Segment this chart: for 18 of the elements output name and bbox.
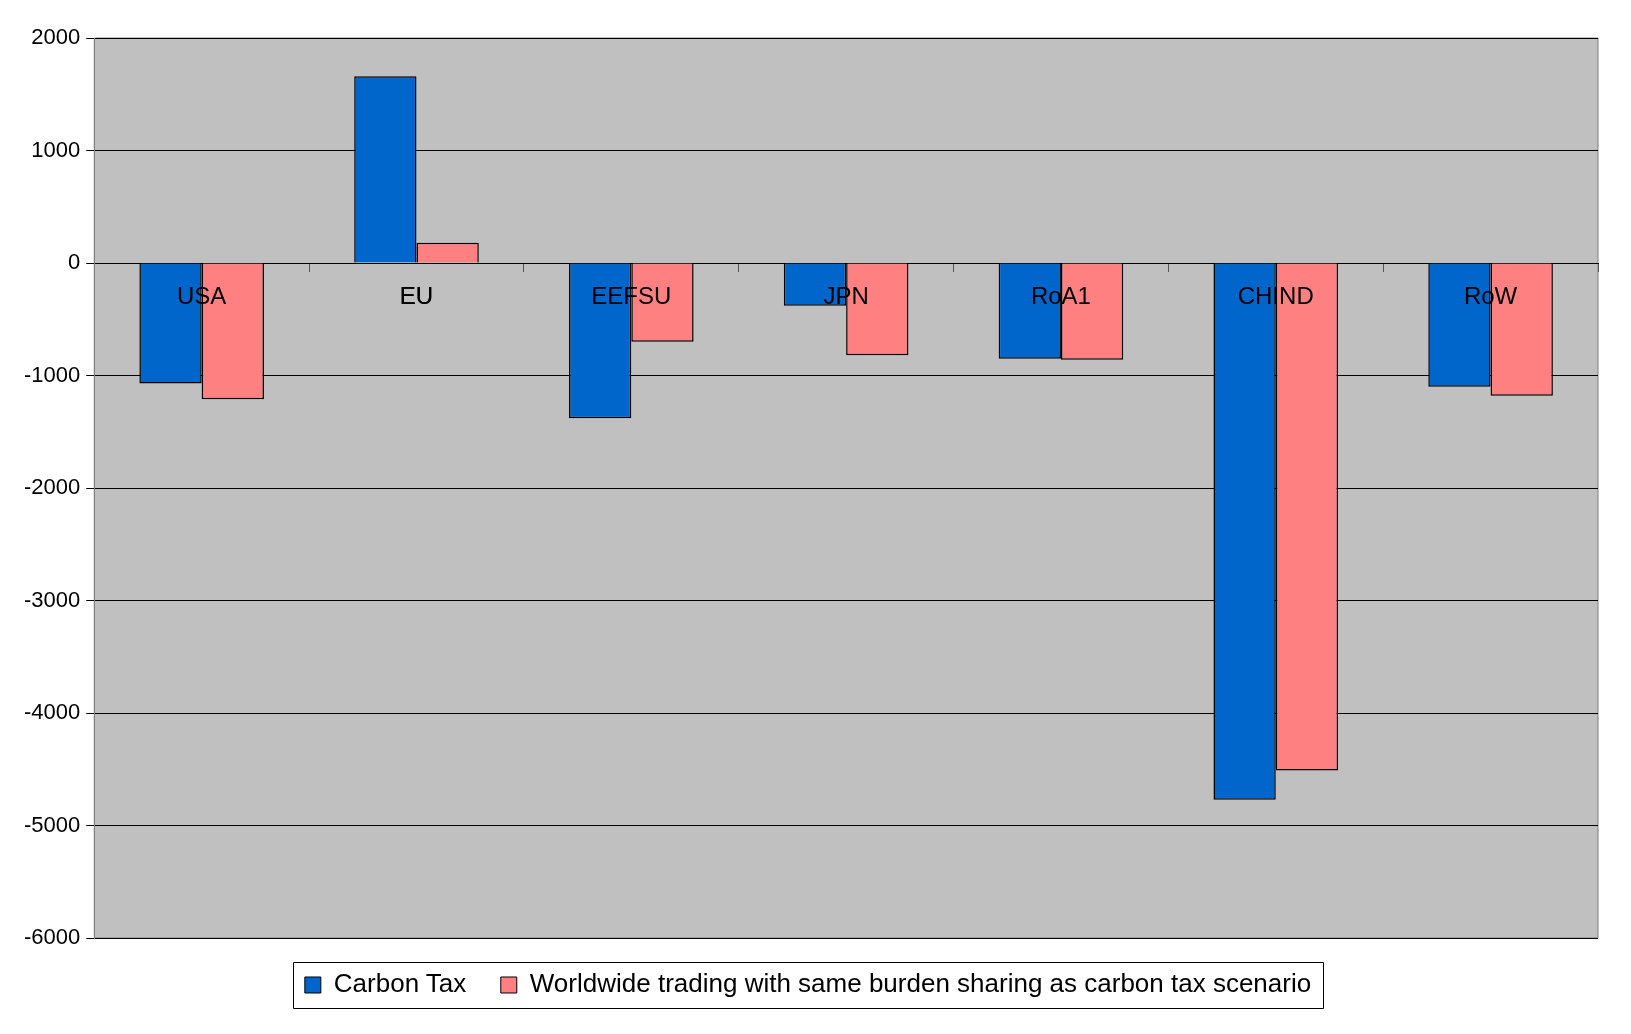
- x-tick-label: CHIND: [1237, 282, 1314, 310]
- x-tick-label: JPN: [823, 282, 869, 310]
- y-tick-label: 1000: [31, 136, 81, 162]
- y-tick-label: 2000: [31, 24, 81, 50]
- y-tick-label: -4000: [23, 699, 81, 725]
- y-tick-label: -5000: [23, 811, 81, 837]
- x-tick-label: RoW: [1463, 282, 1518, 310]
- legend-label: Worldwide trading with same burden sharing as carbon tax scenario: [529, 968, 1312, 999]
- legend-label: Carbon Tax: [333, 968, 467, 999]
- x-tick-label: EEFSU: [591, 282, 672, 310]
- y-tick-label: -1000: [23, 361, 81, 387]
- y-tick-label: -6000: [23, 924, 81, 950]
- y-tick-label: -2000: [23, 474, 81, 500]
- y-tick-label: -3000: [23, 586, 81, 612]
- x-tick-label: USA: [177, 282, 227, 310]
- x-tick-label: EU: [399, 282, 434, 310]
- x-tick-label: RoA1: [1030, 282, 1091, 310]
- y-tick-label: 0: [68, 249, 81, 275]
